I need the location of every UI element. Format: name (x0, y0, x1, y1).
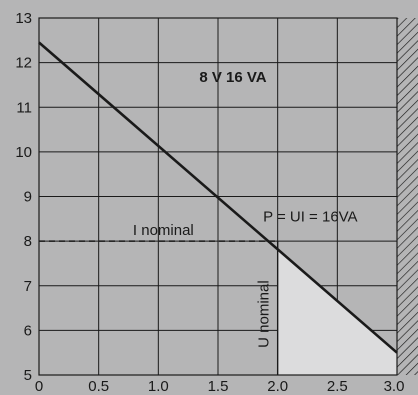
y-tick-label: 6 (24, 322, 32, 339)
y-tick-label: 5 (24, 367, 32, 384)
x-tick-label: 1.0 (148, 378, 169, 395)
y-tick-label: 10 (15, 144, 32, 161)
x-tick-label: 1.5 (208, 378, 229, 395)
y-tick-label: 9 (24, 189, 32, 206)
u-nominal-label: U nominal (256, 280, 273, 348)
power-label: P = UI = 16VA (263, 209, 358, 226)
x-tick-label: 3.0 (384, 378, 405, 395)
plot-frame (38, 17, 398, 376)
annotations: 8 V 16 VA P = UI = 16VA I nominal U nomi… (133, 69, 358, 348)
y-tick-label: 8 (24, 233, 32, 250)
x-tick-label: 0 (35, 378, 43, 395)
tick-labels: 5 6 7 8 9 10 11 12 13 0 0.5 1.0 1.5 2.0 2.5 3.0 (15, 10, 404, 395)
x-tick-label: 2.5 (327, 378, 348, 395)
shaded-region (277, 249, 397, 375)
y-tick-label: 11 (16, 99, 32, 116)
x-tick-label: 0.5 (88, 378, 109, 395)
grid (38, 17, 398, 376)
chart-title: 8 V 16 VA (199, 69, 266, 86)
y-tick-label: 12 (15, 55, 32, 72)
y-tick-label: 7 (24, 278, 32, 295)
x-tick-label: 2.0 (267, 378, 288, 395)
i-nominal-label: I nominal (133, 222, 194, 239)
y-tick-label: 13 (15, 10, 32, 27)
series-line (38, 41, 398, 354)
hatched-wall (397, 18, 418, 375)
series (38, 41, 398, 354)
reference-lines (39, 240, 279, 375)
